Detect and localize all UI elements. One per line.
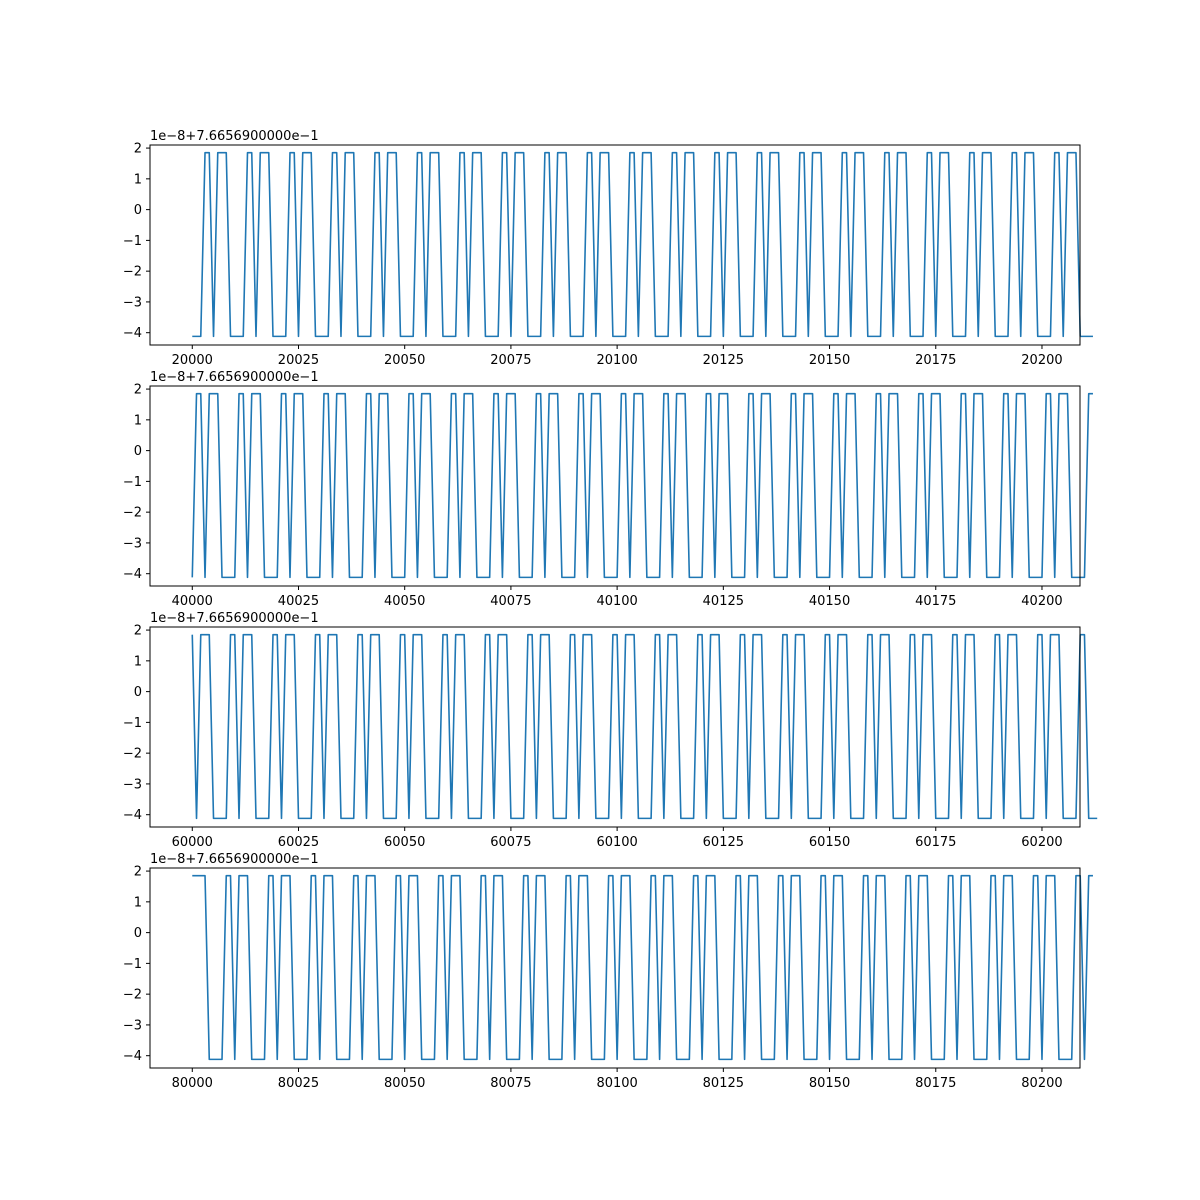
y-offset-label: 1e−8+7.6656900000e−1: [150, 611, 319, 626]
y-tick-label: −3: [123, 1018, 142, 1033]
y-tick-label: −2: [123, 506, 142, 521]
x-tick-label: 60075: [490, 835, 531, 850]
y-tick-label: −4: [123, 326, 142, 341]
y-tick-label: 1: [134, 895, 142, 910]
x-tick-label: 40200: [1021, 594, 1062, 609]
y-tick-label: 1: [134, 172, 142, 187]
y-tick-label: 2: [134, 142, 142, 157]
y-tick-label: −3: [123, 295, 142, 310]
x-tick-label: 60100: [596, 835, 637, 850]
x-tick-label: 20050: [384, 353, 425, 368]
y-tick-label: −2: [123, 988, 142, 1003]
x-tick-label: 20125: [703, 353, 744, 368]
x-tick-label: 80125: [703, 1076, 744, 1091]
x-tick-label: 60200: [1021, 835, 1062, 850]
x-tick-label: 20100: [596, 353, 637, 368]
y-tick-label: −1: [123, 716, 142, 731]
x-tick-label: 20025: [278, 353, 319, 368]
x-tick-label: 40175: [915, 594, 956, 609]
y-offset-label: 1e−8+7.6656900000e−1: [150, 852, 319, 867]
subplot-4: 80000 80025 80050 80075 80100 80125 80150 80175…: [123, 852, 1093, 1091]
axes-frame: [149, 867, 1081, 1069]
x-tick-label: 40025: [278, 594, 319, 609]
x-tick-label: 20000: [172, 353, 213, 368]
x-tick-label: 60050: [384, 835, 425, 850]
series-line: [191, 633, 1098, 820]
axes-frame: [149, 626, 1081, 828]
series-line: [192, 151, 1093, 338]
y-tick-label: 1: [134, 413, 142, 428]
y-tick-label: 2: [134, 624, 142, 639]
y-tick-label: −2: [123, 265, 142, 280]
y-tick-label: −4: [123, 808, 142, 823]
x-tick-label: 80150: [809, 1076, 850, 1091]
y-tick-label: −1: [123, 957, 142, 972]
y-tick-label: 2: [134, 865, 142, 880]
y-offset-label: 1e−8+7.6656900000e−1: [150, 129, 319, 144]
y-tick-label: 0: [134, 444, 142, 459]
x-tick-label: 40000: [172, 594, 213, 609]
x-tick-label: 80050: [384, 1076, 425, 1091]
y-tick-label: 0: [134, 203, 142, 218]
x-tick-label: 80075: [490, 1076, 531, 1091]
y-tick-label: 1: [134, 654, 142, 669]
x-tick-label: 60125: [703, 835, 744, 850]
x-tick-label: 40075: [490, 594, 531, 609]
x-tick-label: 60000: [172, 835, 213, 850]
x-tick-label: 80000: [172, 1076, 213, 1091]
y-tick-label: −1: [123, 475, 142, 490]
x-tick-label: 60150: [809, 835, 850, 850]
y-tick-label: 0: [134, 926, 142, 941]
axes-frame: [149, 385, 1081, 587]
y-tick-label: −4: [123, 567, 142, 582]
series-line: [191, 392, 1093, 579]
y-tick-label: 0: [134, 685, 142, 700]
y-tick-label: −4: [123, 1049, 142, 1064]
axes-frame: [149, 144, 1081, 346]
y-tick-label: −1: [123, 234, 142, 249]
x-tick-label: 40150: [809, 594, 850, 609]
x-tick-label: 20175: [915, 353, 956, 368]
x-tick-label: 60175: [915, 835, 956, 850]
x-tick-label: 80025: [278, 1076, 319, 1091]
series-line: [192, 874, 1093, 1061]
y-offset-label: 1e−8+7.6656900000e−1: [150, 370, 319, 385]
subplot-1: 20000 20025 20050 20075 20100 20125 20150 20175…: [123, 129, 1093, 368]
x-tick-label: 40050: [384, 594, 425, 609]
x-tick-label: 80175: [915, 1076, 956, 1091]
subplot-2: 40000 40025 40050 40075 40100 40125 40150 40175…: [123, 370, 1093, 609]
x-tick-label: 80200: [1021, 1076, 1062, 1091]
y-tick-label: −2: [123, 747, 142, 762]
x-tick-label: 20200: [1021, 353, 1062, 368]
x-tick-label: 80100: [596, 1076, 637, 1091]
x-tick-label: 60025: [278, 835, 319, 850]
x-tick-label: 40100: [596, 594, 637, 609]
y-tick-label: −3: [123, 777, 142, 792]
x-tick-label: 20075: [490, 353, 531, 368]
y-tick-label: 2: [134, 383, 142, 398]
y-tick-label: −3: [123, 536, 142, 551]
x-tick-label: 20150: [809, 353, 850, 368]
x-tick-label: 40125: [703, 594, 744, 609]
subplot-3: 60000 60025 60050 60075 60100 60125 60150 60175…: [123, 611, 1098, 850]
